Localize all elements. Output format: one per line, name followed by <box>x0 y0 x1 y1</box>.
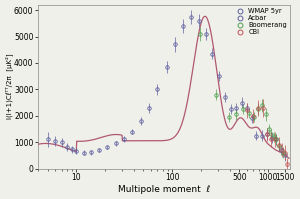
X-axis label: Multipole moment  ℓ: Multipole moment ℓ <box>118 185 210 194</box>
Legend: WMAP 5yr, Acbar, Boomerang, CBI: WMAP 5yr, Acbar, Boomerang, CBI <box>232 7 288 37</box>
Y-axis label: l(l+1)Cℓᵀᵀ/2π  [μK²]: l(l+1)Cℓᵀᵀ/2π [μK²] <box>5 54 13 119</box>
